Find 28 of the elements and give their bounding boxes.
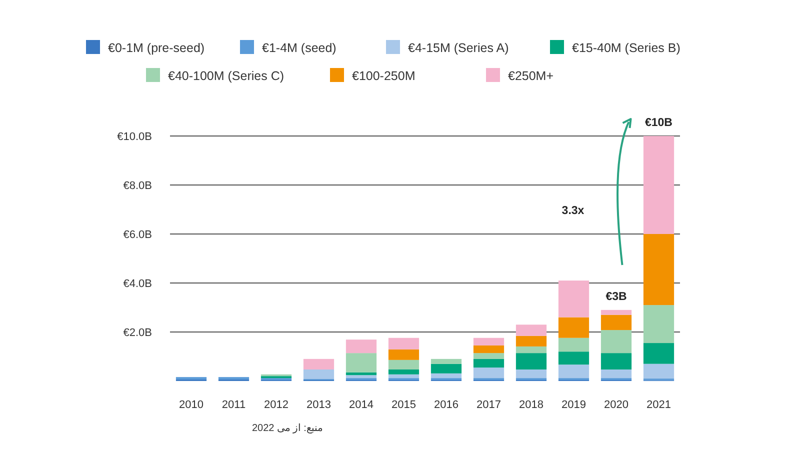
legend-label: €15-40M (Series B) — [572, 41, 680, 55]
x-tick-label: 2013 — [306, 399, 331, 411]
x-tick-label: 2011 — [222, 399, 246, 411]
x-tick-label: 2017 — [476, 399, 501, 411]
x-tick-label: 2018 — [519, 399, 544, 411]
y-tick-label: €6.0B — [123, 229, 152, 241]
legend-label: €0-1M (pre-seed) — [108, 41, 205, 55]
x-tick-label: 2020 — [604, 399, 628, 411]
legend-label: €100-250M — [352, 69, 416, 83]
y-tick-label: €10.0B — [117, 131, 152, 143]
y-tick-label: €2.0B — [123, 327, 152, 339]
annotation: €3B — [606, 290, 627, 303]
y-tick-label: €4.0B — [123, 278, 152, 290]
legend-label: €250M+ — [508, 69, 554, 83]
y-tick-label: €8.0B — [123, 180, 152, 192]
x-tick-label: 2019 — [562, 399, 586, 411]
x-tick-label: 2012 — [264, 399, 288, 411]
x-tick-label: 2021 — [646, 399, 671, 411]
x-tick-label: 2010 — [179, 399, 204, 411]
annotation: €10B — [645, 117, 672, 129]
legend-label: €40-100M (Series C) — [168, 69, 284, 83]
x-tick-label: 2014 — [349, 399, 374, 411]
legend-label: €1-4M (seed) — [262, 41, 336, 55]
legend-label: €4-15M (Series A) — [408, 41, 509, 55]
x-tick-label: 2016 — [434, 399, 458, 411]
x-tick-label: 2015 — [392, 399, 416, 411]
text: منبع: از می 2022 — [252, 423, 322, 434]
annotation: 3.3x — [562, 205, 585, 217]
